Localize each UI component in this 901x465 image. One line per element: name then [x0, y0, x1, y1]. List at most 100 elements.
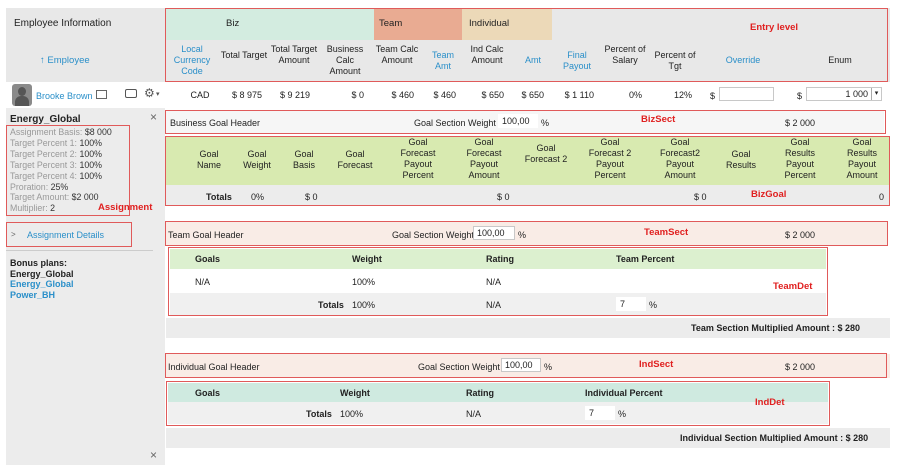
field-row: Target Percent 4: 100% — [10, 170, 102, 181]
td-totals-rating: N/A — [486, 300, 502, 310]
ind-section-amount: $ 2 000 — [785, 362, 816, 372]
col-amt[interactable]: Amt — [524, 55, 541, 65]
close-icon[interactable]: × — [150, 110, 158, 124]
bg-totals-weight: 0% — [251, 192, 265, 202]
col-team-amt[interactable]: Team Amt — [431, 50, 454, 71]
cell-amt: $ 650 — [521, 90, 544, 100]
sidebar-divider — [6, 250, 153, 251]
id-totals-weight: 100% — [340, 409, 364, 419]
cell-ind-calc: $ 650 — [481, 90, 504, 100]
bonus-plans: Bonus plans: Energy_Global Energy_Global… — [10, 258, 74, 300]
bg-col: Goal Forecast 2 Payout Percent — [588, 137, 632, 180]
team-weight-label: Goal Section Weight — [392, 230, 474, 240]
field-row: Assignment Basis: $8 000 — [10, 127, 112, 137]
group-team: Team — [374, 8, 462, 40]
id-totals-rating: N/A — [466, 409, 482, 419]
td-totals-weight: 100% — [352, 300, 376, 310]
close-icon-bottom[interactable]: × — [150, 448, 158, 462]
id-percent-input[interactable]: 7 — [585, 406, 615, 420]
biz-weight-input[interactable]: 100,00 — [498, 114, 538, 128]
bonus-plan-item[interactable]: Energy_Global — [10, 268, 74, 279]
chevron-down-icon[interactable]: ▾ — [156, 91, 160, 98]
td-col-goals: Goals — [195, 254, 221, 264]
comment-icon[interactable] — [125, 89, 137, 98]
bonus-plans-label: Bonus plans: — [10, 258, 68, 268]
team-det-header — [170, 249, 826, 269]
plan-title: Energy_Global — [10, 114, 81, 125]
biz-section-box — [165, 110, 886, 134]
cell-pct-tgt: 12% — [673, 90, 692, 100]
bg-col: Goal Forecast 2 — [524, 143, 568, 164]
ind-multiplied-row — [166, 428, 890, 448]
bg-totals-basis: $ 0 — [305, 192, 318, 202]
bg-col: Goal Weight — [243, 149, 271, 170]
id-col-goals: Goals — [195, 388, 221, 398]
ind-det-box — [166, 381, 830, 426]
id-col-percent: Individual Percent — [585, 388, 663, 398]
team-weight-input[interactable]: 100,00 — [473, 226, 515, 240]
team-det-label: TeamDet — [773, 281, 813, 292]
assignment-box — [6, 125, 130, 216]
column-header-row — [166, 40, 890, 82]
team-section-amount: $ 2 000 — [785, 230, 816, 240]
biz-goal-label: BizGoal — [751, 189, 787, 200]
col-local-currency[interactable]: Local Currency Code — [173, 44, 211, 76]
override-currency: $ — [710, 91, 716, 101]
bg-col: Goal Forecast Payout Percent — [400, 137, 436, 180]
td-totals-label: Totals — [318, 300, 344, 310]
id-col-rating: Rating — [466, 388, 494, 398]
employee-info-title: Employee Information — [14, 18, 112, 29]
ind-section-header: Individual Goal Header — [168, 362, 260, 372]
bg-totals-label: Totals — [206, 192, 232, 202]
sidebar — [6, 108, 165, 465]
bg-totals-fpa: $ 0 — [497, 192, 510, 202]
cell-business-calc: $ 0 — [351, 90, 364, 100]
td-col-rating: Rating — [486, 254, 514, 264]
assignment-details-link[interactable]: Assignment Details — [27, 230, 105, 240]
bonus-plan-item[interactable]: Power_BH — [10, 289, 56, 300]
group-individual: Individual — [462, 8, 552, 40]
team-section-header: Team Goal Header — [168, 230, 244, 240]
employee-info-cell: Employee Information — [6, 8, 166, 40]
td-percent-input[interactable]: 7 — [616, 297, 646, 311]
enum-dropdown-icon[interactable]: ▾ — [871, 88, 881, 100]
cell-final-payout: $ 1 110 — [564, 90, 594, 100]
id-percent-pct: % — [618, 409, 627, 419]
id-col-weight: Weight — [340, 388, 370, 398]
id-card-icon[interactable] — [96, 90, 107, 99]
enum-select[interactable]: 1 000 — [806, 87, 882, 101]
ind-section-box — [165, 353, 887, 378]
gear-icon[interactable]: ⚙ — [144, 86, 155, 100]
team-det-box — [168, 247, 828, 316]
avatar — [12, 84, 32, 106]
td-percent-pct: % — [649, 300, 658, 310]
employee-sort-link[interactable]: ↑ Employee — [40, 55, 90, 66]
team-multiplied-amount: Team Section Multiplied Amount : $ 280 — [691, 323, 861, 333]
ind-sect-label: IndSect — [639, 359, 674, 370]
override-input[interactable] — [719, 87, 774, 101]
biz-sect-label: BizSect — [641, 114, 676, 125]
field-row: Target Amount: $2 000 — [10, 192, 99, 203]
id-totals-label: Totals — [306, 409, 332, 419]
entry-level-label: Entry level — [750, 22, 799, 33]
bg-col: Goal Forecast — [337, 149, 373, 170]
biz-section-amount: $ 2 000 — [785, 118, 816, 128]
team-section-box — [165, 221, 888, 246]
col-final-payout[interactable]: Final Payout — [562, 50, 592, 71]
bonus-plan-item[interactable]: Energy_Global — [10, 279, 74, 289]
group-biz: Biz — [166, 8, 374, 40]
ind-weight-input[interactable]: 100,00 — [501, 358, 541, 372]
assignment-details-box — [6, 222, 132, 247]
employee-name-link[interactable]: Brooke Brown — [36, 91, 93, 101]
biz-weight-label: Goal Section Weight — [414, 118, 496, 128]
ind-multiplied-amount: Individual Section Multiplied Amount : $… — [680, 433, 869, 443]
col-override[interactable]: Override — [725, 55, 761, 65]
expand-icon[interactable]: > — [11, 230, 16, 239]
bg-col: Goal Results Payout Amount — [846, 137, 878, 180]
bg-col: Goal Basis — [292, 149, 315, 170]
employee-sort-cell: ↑ Employee — [6, 40, 166, 82]
col-pct-tgt: Percent of Tgt — [654, 50, 696, 71]
biz-goal-box — [165, 136, 890, 206]
biz-goal-header-row — [166, 137, 890, 185]
col-team-calc: Team Calc Amount — [375, 44, 419, 65]
